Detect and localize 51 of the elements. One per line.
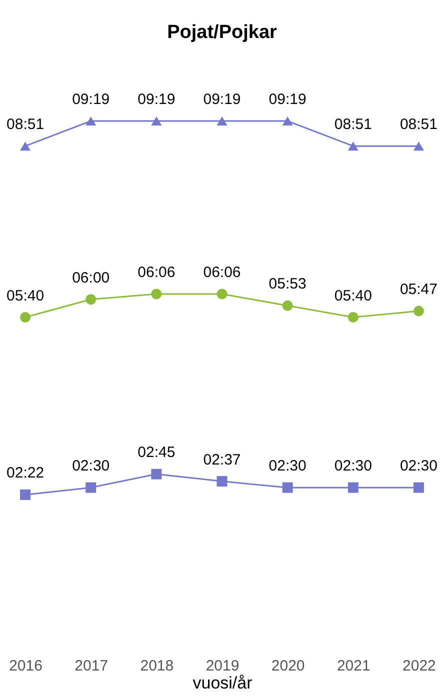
data-label: 09:19 xyxy=(203,91,241,108)
point xyxy=(348,312,358,323)
data-label: 05:47 xyxy=(400,281,438,298)
point xyxy=(216,476,228,487)
point xyxy=(86,482,96,493)
point xyxy=(282,300,293,311)
point xyxy=(86,116,96,126)
data-label: 05:53 xyxy=(268,276,306,293)
data-label: 06:00 xyxy=(72,269,110,286)
data-label: 02:30 xyxy=(334,458,372,475)
point xyxy=(151,116,162,126)
point xyxy=(413,142,424,151)
x-tick-label: 2016 xyxy=(9,658,42,674)
point xyxy=(413,306,424,316)
x-tick-label: 2018 xyxy=(140,658,174,674)
data-label: 02:30 xyxy=(268,458,306,475)
data-label: 08:51 xyxy=(6,116,44,134)
point xyxy=(348,482,358,493)
x-tick-label: 2017 xyxy=(74,658,108,674)
point xyxy=(348,142,358,151)
data-label: 02:30 xyxy=(72,458,110,475)
point xyxy=(216,116,228,126)
data-label: 08:51 xyxy=(400,116,438,134)
data-label: 06:06 xyxy=(138,264,176,281)
point xyxy=(151,468,162,480)
x-tick-label: 2020 xyxy=(271,658,305,674)
data-label: 08:51 xyxy=(334,116,372,134)
x-tick-label: 2021 xyxy=(336,658,370,674)
data-label: 05:40 xyxy=(6,287,44,304)
data-label: 09:19 xyxy=(268,91,306,108)
point xyxy=(282,482,293,493)
point xyxy=(20,312,31,323)
chart-title: Pojat/Pojkar xyxy=(167,22,278,43)
x-tick-label: 2022 xyxy=(402,658,436,674)
point xyxy=(282,116,293,126)
data-label: 06:06 xyxy=(203,264,241,281)
data-label: 05:40 xyxy=(334,287,372,304)
data-label: 02:37 xyxy=(203,451,241,468)
data-label: 02:45 xyxy=(138,444,176,462)
point xyxy=(20,489,31,500)
point xyxy=(216,288,228,300)
point xyxy=(413,482,424,493)
data-label: 02:22 xyxy=(6,464,44,482)
x-axis-title: vuosi/år xyxy=(192,674,253,692)
data-label: 09:19 xyxy=(72,91,110,108)
point xyxy=(86,294,96,305)
data-label: 02:30 xyxy=(400,458,438,475)
point xyxy=(151,288,162,300)
point xyxy=(20,142,31,151)
data-label: 09:19 xyxy=(138,91,176,108)
x-tick-label: 2019 xyxy=(206,658,240,674)
